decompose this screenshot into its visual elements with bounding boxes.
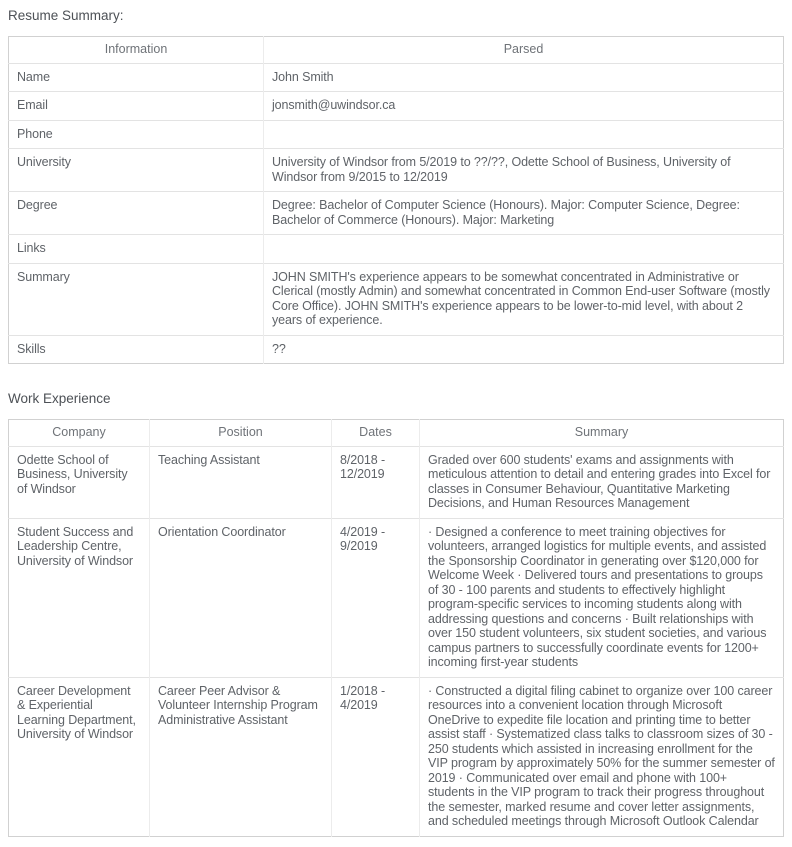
work-experience-table: Company Position Dates Summary Odette Sc… [8,419,784,837]
position-cell: Career Peer Advisor & Volunteer Internsh… [149,676,332,836]
dates-cell: 1/2018 - 4/2019 [331,676,420,836]
company-cell: Career Development & Experiential Learni… [8,676,150,836]
parsed-value: JOHN SMITH's experience appears to be so… [263,262,784,335]
column-header-information: Information [104,42,168,56]
resume-summary-table: Information Parsed Name John Smith Email… [8,36,784,364]
parsed-value: jonsmith@uwindsor.ca [263,91,784,120]
table-row-summary: Summary JOHN SMITH's experience appears … [8,262,784,335]
parsed-value [263,234,784,263]
company-cell: Student Success and Leadership Centre, U… [8,517,150,677]
company-cell: Odette School of Business, University of… [8,445,150,518]
dates-cell: 4/2019 - 9/2019 [331,517,420,677]
parsed-value: University of Windsor from 5/2019 to ??/… [263,148,784,192]
parsed-value: John Smith [263,62,784,92]
table-row-university: University University of Windsor from 5/… [8,148,784,192]
work-experience-title: Work Experience [8,391,111,406]
parsed-value: Degree: Bachelor of Computer Science (Ho… [263,191,784,235]
info-label: Name [8,62,264,92]
resume-summary-title: Resume Summary: [8,8,124,23]
column-header-company: Company [52,425,106,439]
work-row-teaching-assistant: Odette School of Business, University of… [8,445,784,518]
table-row-phone: Phone [8,119,784,149]
position-cell: Teaching Assistant [149,445,332,518]
work-row-career-peer-advisor: Career Development & Experiential Learni… [8,676,784,836]
column-header-parsed: Parsed [263,36,784,63]
info-label: Email [8,91,264,120]
work-row-orientation-coordinator: Student Success and Leadership Centre, U… [8,517,784,677]
dates-cell: 8/2018 - 12/2019 [331,445,420,518]
column-header-dates: Dates [331,419,420,446]
summary-cell: Graded over 600 students' exams and assi… [419,445,784,518]
parsed-value: ?? [263,334,784,364]
info-label: University [8,148,264,192]
info-label: Phone [8,119,264,149]
position-cell: Orientation Coordinator [149,517,332,677]
column-header-summary: Summary [419,419,784,446]
table-row-degree: Degree Degree: Bachelor of Computer Scie… [8,191,784,235]
work-experience-header-row: Company Position Dates Summary [9,419,784,446]
parsed-value [263,119,784,149]
table-row-email: Email jonsmith@uwindsor.ca [8,91,784,120]
resume-summary-header-row: Information Parsed [9,36,784,63]
info-label: Links [8,234,264,263]
column-header-position: Position [149,419,332,446]
info-label: Summary [8,262,264,335]
table-row-name: Name John Smith [8,62,784,92]
table-row-links: Links [8,234,784,263]
summary-cell: · Designed a conference to meet training… [419,517,784,677]
table-row-skills: Skills ?? [8,334,784,364]
info-label: Degree [8,191,264,235]
info-label: Skills [8,334,264,364]
summary-cell: · Constructed a digital filing cabinet t… [419,676,784,836]
